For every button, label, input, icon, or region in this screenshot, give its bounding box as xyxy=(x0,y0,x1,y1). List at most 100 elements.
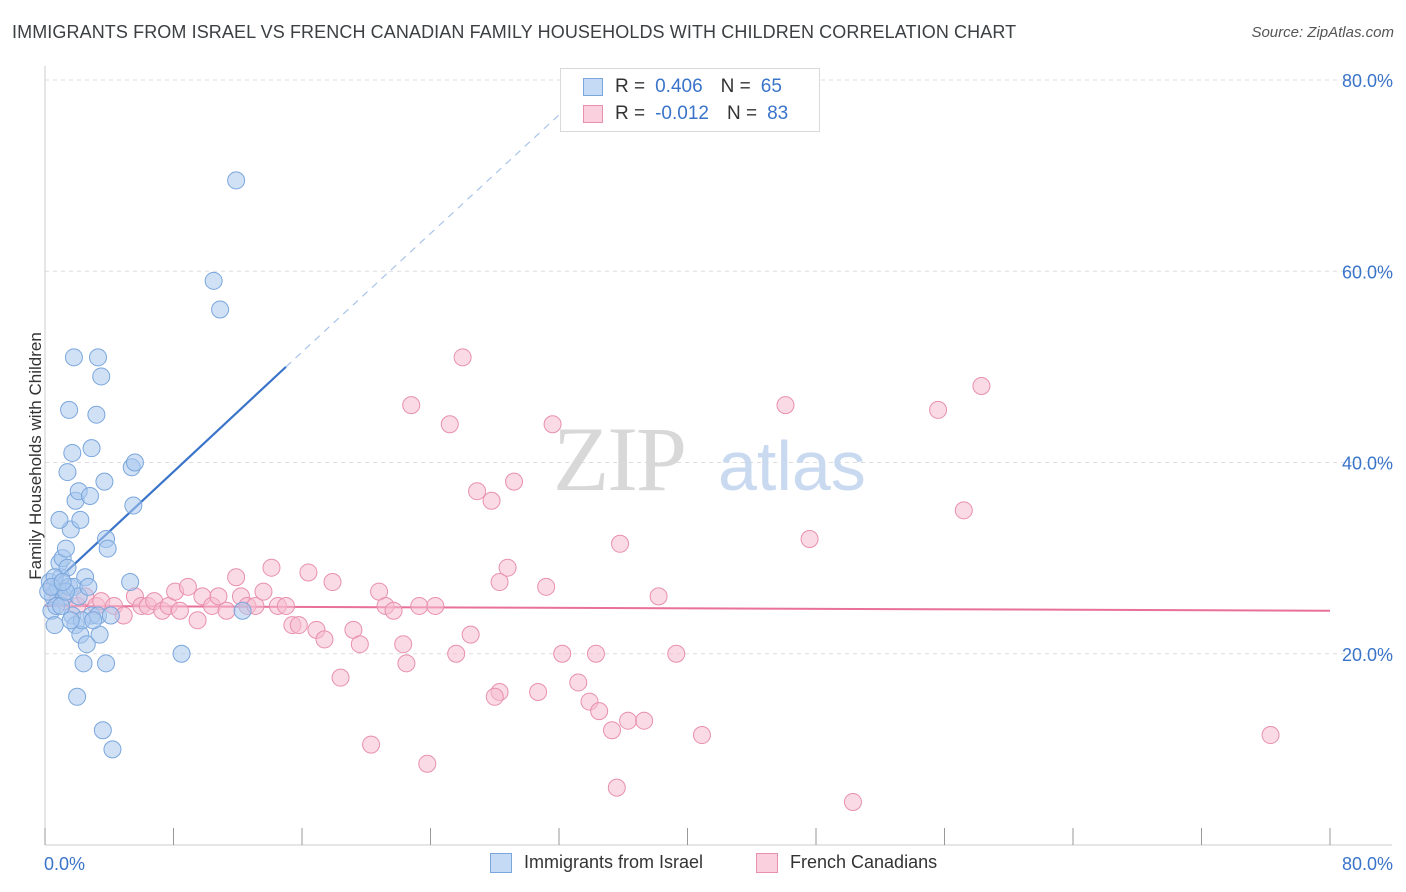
point-french-canadians xyxy=(394,635,413,654)
point-french-canadians xyxy=(649,587,668,606)
point-immigrants-from-israel xyxy=(80,486,99,505)
point-immigrants-from-israel xyxy=(125,453,144,472)
point-immigrants-from-israel xyxy=(56,539,75,558)
x-tick-label: 80.0% xyxy=(1342,854,1393,874)
point-french-canadians xyxy=(362,735,381,754)
point-french-canadians xyxy=(397,654,416,673)
point-immigrants-from-israel xyxy=(204,271,223,290)
point-french-canadians xyxy=(482,491,501,510)
point-immigrants-from-israel xyxy=(95,472,114,491)
point-immigrants-from-israel xyxy=(121,573,140,592)
point-immigrants-from-israel xyxy=(211,300,230,319)
point-french-canadians xyxy=(384,601,403,620)
point-french-canadians xyxy=(619,711,638,730)
legend-swatch-blue xyxy=(490,852,512,873)
point-french-canadians xyxy=(498,558,517,577)
point-immigrants-from-israel xyxy=(227,171,246,190)
r-value: 0.406 xyxy=(655,76,703,97)
point-french-canadians xyxy=(262,558,281,577)
point-french-canadians xyxy=(402,396,421,415)
series-immigrants-from-israel xyxy=(39,171,252,759)
trend-israel-extension xyxy=(285,69,608,368)
chart-title: IMMIGRANTS FROM ISRAEL VS FRENCH CANADIA… xyxy=(12,22,1017,42)
point-french-canadians xyxy=(972,377,991,395)
point-immigrants-from-israel xyxy=(172,644,191,663)
point-immigrants-from-israel xyxy=(58,463,77,482)
y-tick-label: 40.0% xyxy=(1342,454,1393,474)
grid-lines xyxy=(45,79,1392,655)
point-immigrants-from-israel xyxy=(61,611,80,630)
series-legend: Immigrants from Israel French Canadians xyxy=(0,852,1406,878)
point-french-canadians xyxy=(490,573,509,592)
point-french-canadians xyxy=(410,596,429,615)
legend-row-israel: R = 0.406 N = 65 xyxy=(583,74,782,100)
point-immigrants-from-israel xyxy=(71,510,90,529)
point-immigrants-from-israel xyxy=(60,400,79,419)
legend-item-french-canadians[interactable]: French Canadians xyxy=(756,852,937,873)
n-value: 65 xyxy=(760,76,782,97)
point-french-canadians xyxy=(447,644,466,663)
point-immigrants-from-israel xyxy=(53,573,72,592)
legend-label: French Canadians xyxy=(790,852,938,872)
point-french-canadians xyxy=(1261,726,1280,745)
x-tick-label: 0.0% xyxy=(44,854,85,874)
r-value: -0.012 xyxy=(655,103,709,124)
point-immigrants-from-israel xyxy=(92,367,111,386)
point-immigrants-from-israel xyxy=(74,654,93,673)
point-immigrants-from-israel xyxy=(98,539,117,558)
point-french-canadians xyxy=(569,673,588,692)
point-immigrants-from-israel xyxy=(45,616,64,635)
point-french-canadians xyxy=(461,625,480,644)
point-french-canadians xyxy=(667,644,686,663)
point-french-canadians xyxy=(440,415,459,434)
point-french-canadians xyxy=(607,778,626,797)
point-immigrants-from-israel xyxy=(63,443,82,462)
point-french-canadians xyxy=(468,482,487,501)
point-french-canadians xyxy=(178,577,197,596)
point-french-canadians xyxy=(505,472,524,491)
legend-row-french-canadians: R = -0.012 N = 83 xyxy=(583,101,788,127)
point-french-canadians xyxy=(331,668,350,687)
point-immigrants-from-israel xyxy=(101,606,120,625)
point-immigrants-from-israel xyxy=(79,577,98,596)
point-french-canadians xyxy=(418,754,437,773)
watermark: ZIP atlas xyxy=(553,408,866,510)
legend-swatch-pink xyxy=(583,105,603,123)
point-french-canadians xyxy=(776,396,795,415)
point-french-canadians xyxy=(217,601,236,620)
point-french-canadians xyxy=(692,726,711,745)
point-french-canadians xyxy=(350,635,369,654)
point-french-canadians xyxy=(254,582,273,601)
point-french-canadians xyxy=(315,630,334,649)
n-label: N = xyxy=(720,76,751,97)
point-immigrants-from-israel xyxy=(93,721,112,740)
point-immigrants-from-israel xyxy=(89,348,108,367)
point-french-canadians xyxy=(603,721,622,740)
watermark-atlas: atlas xyxy=(718,427,866,505)
point-immigrants-from-israel xyxy=(84,611,103,630)
axes xyxy=(44,66,1392,846)
legend-swatch-pink xyxy=(756,852,778,873)
point-french-canadians xyxy=(426,596,445,615)
point-french-canadians xyxy=(170,601,189,620)
point-french-canadians xyxy=(209,587,228,606)
point-french-canadians xyxy=(276,596,295,615)
point-french-canadians xyxy=(299,563,318,582)
point-french-canadians xyxy=(289,616,308,635)
point-immigrants-from-israel xyxy=(77,635,96,654)
watermark-zip: ZIP xyxy=(553,408,685,510)
source-credit: Source: ZipAtlas.com xyxy=(1251,24,1394,41)
legend-item-israel[interactable]: Immigrants from Israel xyxy=(490,852,703,873)
legend-label: Immigrants from Israel xyxy=(524,852,704,872)
r-label: R = xyxy=(615,76,646,97)
y-tick-label: 60.0% xyxy=(1342,262,1393,282)
n-label: N = xyxy=(726,103,758,124)
legend-swatch-blue xyxy=(583,78,603,96)
point-immigrants-from-israel xyxy=(64,348,83,367)
correlation-legend: R = 0.406 N = 65 R = -0.012 N = 83 xyxy=(560,68,820,132)
point-french-canadians xyxy=(543,415,562,434)
point-french-canadians xyxy=(954,501,973,520)
trend-line-israel xyxy=(44,366,287,593)
y-axis-label: Family Households with Children xyxy=(26,332,45,580)
